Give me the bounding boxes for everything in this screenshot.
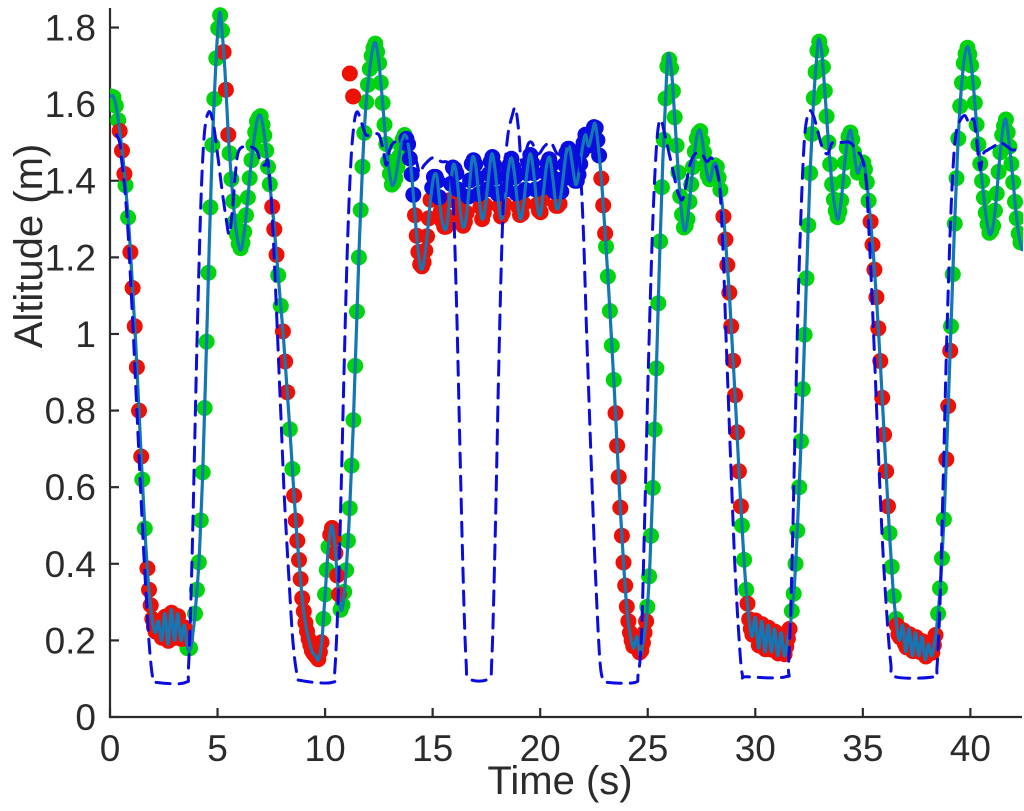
x-tick-label: 0 <box>100 728 121 769</box>
y-tick-label: 1.8 <box>45 8 96 49</box>
scatter-points-green <box>110 7 1023 657</box>
x-axis-label: Time (s) <box>487 759 632 803</box>
scatter-points-blue <box>398 119 608 206</box>
y-tick-label: 0.8 <box>45 391 96 432</box>
y-tick-label: 0.2 <box>45 620 96 661</box>
red-dot <box>345 88 362 105</box>
x-tick-label: 40 <box>950 728 991 769</box>
y-tick-label: 0.4 <box>45 544 96 585</box>
x-tick-label: 35 <box>842 728 883 769</box>
x-tick-label: 10 <box>305 728 346 769</box>
y-tick-label: 0.6 <box>45 467 96 508</box>
x-tick-label: 25 <box>627 728 668 769</box>
y-tick-label: 0 <box>75 697 96 738</box>
x-tick-label: 15 <box>412 728 453 769</box>
y-axis-label: Altitude (m) <box>7 144 51 349</box>
x-tick-label: 30 <box>735 728 776 769</box>
red-dot <box>341 65 358 82</box>
x-tick-label: 20 <box>520 728 561 769</box>
series <box>110 7 1023 686</box>
y-tick-label: 1 <box>75 314 96 355</box>
x-tick-label: 5 <box>207 728 228 769</box>
axes: 0 5 10 15 20 25 30 35 40 0 0.2 0.4 0.6 0.8 1 1.2 1.4 1.6 1… <box>45 8 1022 769</box>
y-tick-label: 1.6 <box>45 84 96 125</box>
altitude-reference-line <box>114 105 1023 686</box>
y-tick-label: 1.4 <box>45 161 96 202</box>
y-tick-label: 1.2 <box>45 237 96 278</box>
